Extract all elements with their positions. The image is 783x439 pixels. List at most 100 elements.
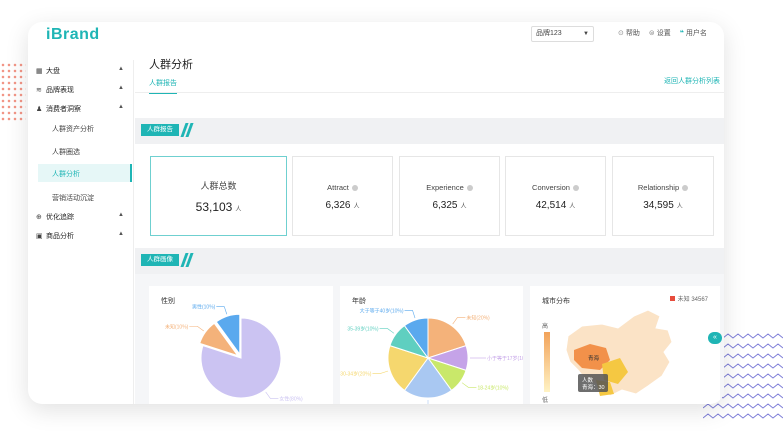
stat-unit: 人 xyxy=(460,204,467,210)
stat-label: Experience xyxy=(426,183,464,192)
pie-label: 未知(10%) xyxy=(165,323,189,330)
chart-title: 城市分布 xyxy=(542,298,570,305)
stats-area: 人群总数 53,103 人 Attract 6,326 人 Experience 6… xyxy=(135,144,724,248)
pie-slice xyxy=(199,322,240,357)
app-logo[interactable]: iBrand xyxy=(46,26,100,43)
chevron-up-icon: ▲ xyxy=(118,104,124,110)
legend-swatch xyxy=(669,296,675,301)
pie-leader-line xyxy=(189,325,204,332)
help-link[interactable]: ⊙ 帮助 xyxy=(618,28,640,38)
dashboard-icon: ▦ xyxy=(36,68,43,75)
sidebar-item-product-analysis[interactable]: ▣ 商品分析 ▲ xyxy=(36,231,128,247)
tab-report[interactable]: 人群报告 xyxy=(149,78,177,94)
map-region-label: 青海 xyxy=(588,354,600,362)
map-tooltip-label: 人数 xyxy=(582,376,594,384)
collapse-double-chevron-icon[interactable]: « xyxy=(708,332,722,344)
help-icon[interactable] xyxy=(351,185,358,192)
help-icon[interactable] xyxy=(682,185,689,192)
pie-slice xyxy=(387,345,429,392)
user-avatar-icon: ❝ xyxy=(679,30,684,37)
sidebar-subitem-crowd-selection[interactable]: 人群圈选 xyxy=(52,149,80,156)
settings-link[interactable]: ⊜ 设置 xyxy=(649,28,671,38)
pie-slice xyxy=(215,313,241,356)
section-bar-portrait: 人群画像 xyxy=(135,248,724,274)
section-tag-portrait: 人群画像 xyxy=(141,254,179,266)
top-links: ⊙ 帮助 ⊜ 设置 ❝ 用户名 xyxy=(618,28,707,38)
chart-title: 性别 xyxy=(161,298,175,305)
map-tooltip xyxy=(578,374,608,392)
sidebar-subitem-crowd-analysis[interactable]: 人群分析 xyxy=(38,164,132,182)
map-legend: 未知 34567 xyxy=(669,294,708,303)
stat-value-row: 6,326 人 xyxy=(293,200,392,211)
pie-label: 男性(10%) xyxy=(192,304,216,311)
help-icon[interactable] xyxy=(572,185,579,192)
stat-card-conversion: Conversion 42,514 人 xyxy=(505,156,606,236)
sidebar-item-brand-performance[interactable]: ≋ 品牌表现 ▲ xyxy=(36,85,128,101)
stat-unit: 人 xyxy=(235,207,242,213)
map-tooltip-value: 青海：30 xyxy=(582,383,605,391)
stat-value-row: 42,514 人 xyxy=(506,200,605,211)
stat-card-total: 人群总数 53,103 人 xyxy=(150,156,287,236)
pie-leader-line xyxy=(379,328,395,334)
box-icon: ▣ xyxy=(36,233,43,240)
pie-leader-line xyxy=(216,306,228,315)
user-menu[interactable]: ❝ 用户名 xyxy=(680,28,707,38)
stat-value: 6,326 xyxy=(325,200,351,211)
decorative-dots xyxy=(0,62,26,122)
brand-select[interactable]: 品牌123 ▼ xyxy=(531,26,594,42)
sidebar-item-optimization[interactable]: ⊕ 优化追踪 ▲ xyxy=(36,212,128,228)
stat-value-row: 53,103 人 xyxy=(151,200,286,214)
region-sichuan xyxy=(602,358,628,384)
stat-label-row: Conversion xyxy=(506,183,605,192)
sidebar-item-label: 消费者洞察 xyxy=(46,106,81,113)
user-icon: ♟ xyxy=(36,106,43,113)
age-pie-chart: 未知(20%)小于等于17岁(10%)18-24岁(10%)25-29岁(20%… xyxy=(340,307,531,404)
sidebar: ▦ 大盘 ▲ ≋ 品牌表现 ▲ ♟ 消费者洞察 ▲ 人群资产分析 人群圈选 人群分析 … xyxy=(28,60,134,404)
sidebar-subitem-asset-analysis[interactable]: 人群资产分析 xyxy=(52,126,94,133)
pie-slice xyxy=(200,317,282,399)
sidebar-item-dashboard[interactable]: ▦ 大盘 ▲ xyxy=(36,66,128,82)
stat-card-experience: Experience 6,325 人 xyxy=(399,156,500,236)
stat-label-row: Experience xyxy=(400,183,499,192)
pie-leader-line xyxy=(427,400,429,404)
chart-card-age: 年龄 未知(20%)小于等于17岁(10%)18-24岁(10%)25-29岁(… xyxy=(340,286,531,404)
main-content: 人群分析 人群报告 返回人群分析列表 人群报告 人群总数 53,103 人 Att… xyxy=(135,48,724,404)
chart-card-city: 城市分布 未知 34567 高 低 xyxy=(530,286,720,404)
pie-leader-line xyxy=(452,317,466,325)
stat-label: Conversion xyxy=(532,183,570,192)
pie-slice xyxy=(403,317,429,360)
back-to-list-link[interactable]: 返回人群分析列表 xyxy=(664,78,720,85)
help-label: 帮助 xyxy=(625,30,640,37)
region-qinghai xyxy=(574,344,610,370)
sidebar-subitem-campaign[interactable]: 营销活动沉淀 xyxy=(52,195,94,202)
portrait-area: 性别 女性(80%) 未知(10%) 男性(10%) 年龄 未知(20%) 小于等于1… xyxy=(135,274,724,404)
pie-label: 未知(20%) xyxy=(466,315,490,322)
section-bar-report: 人群报告 xyxy=(135,118,724,144)
target-icon: ⊕ xyxy=(36,214,42,221)
gender-pie-chart: 女性(80%) 未知(10%) 男性(10%) xyxy=(165,304,303,403)
stat-value: 53,103 xyxy=(195,200,233,214)
stat-value-row: 34,595 人 xyxy=(613,200,713,211)
wifi-icon: ≋ xyxy=(36,87,42,94)
pie-leader-line xyxy=(372,370,389,374)
china-map: 高 低 青海 人数 青海：30 xyxy=(542,309,673,404)
pie-leader-line xyxy=(461,382,477,388)
stat-card-relationship: Relationship 34,595 人 xyxy=(612,156,714,236)
legend-value: 34567 xyxy=(691,297,708,303)
app-window: iBrand 品牌123 ▼ ⊙ 帮助 ⊜ 设置 ❝ 用户名 ▦ 大盘 ▲ ≋ 品牌表现 … xyxy=(28,22,724,404)
top-bar: iBrand 品牌123 ▼ ⊙ 帮助 ⊜ 设置 ❝ 用户名 xyxy=(28,22,724,48)
stat-label: Relationship xyxy=(637,183,680,192)
sidebar-item-label: 优化追踪 xyxy=(46,214,74,221)
stat-value-row: 6,325 人 xyxy=(400,200,499,211)
help-icon[interactable] xyxy=(466,185,473,192)
sidebar-item-consumer-insight[interactable]: ♟ 消费者洞察 ▲ xyxy=(36,104,128,120)
chart-title: 年龄 xyxy=(352,298,366,305)
gear-icon: ⊜ xyxy=(648,30,655,37)
pie-slice xyxy=(427,317,467,359)
chart-card-gender: 性别 女性(80%) 未知(10%) 男性(10%) xyxy=(149,286,333,404)
sidebar-subitem-label: 人群分析 xyxy=(52,171,80,178)
pie-label: 大于等于40岁(10%) xyxy=(360,307,404,314)
stat-label: 人群总数 xyxy=(200,181,237,191)
stat-value: 34,595 xyxy=(643,200,674,211)
map-scale-high: 高 xyxy=(542,322,548,330)
